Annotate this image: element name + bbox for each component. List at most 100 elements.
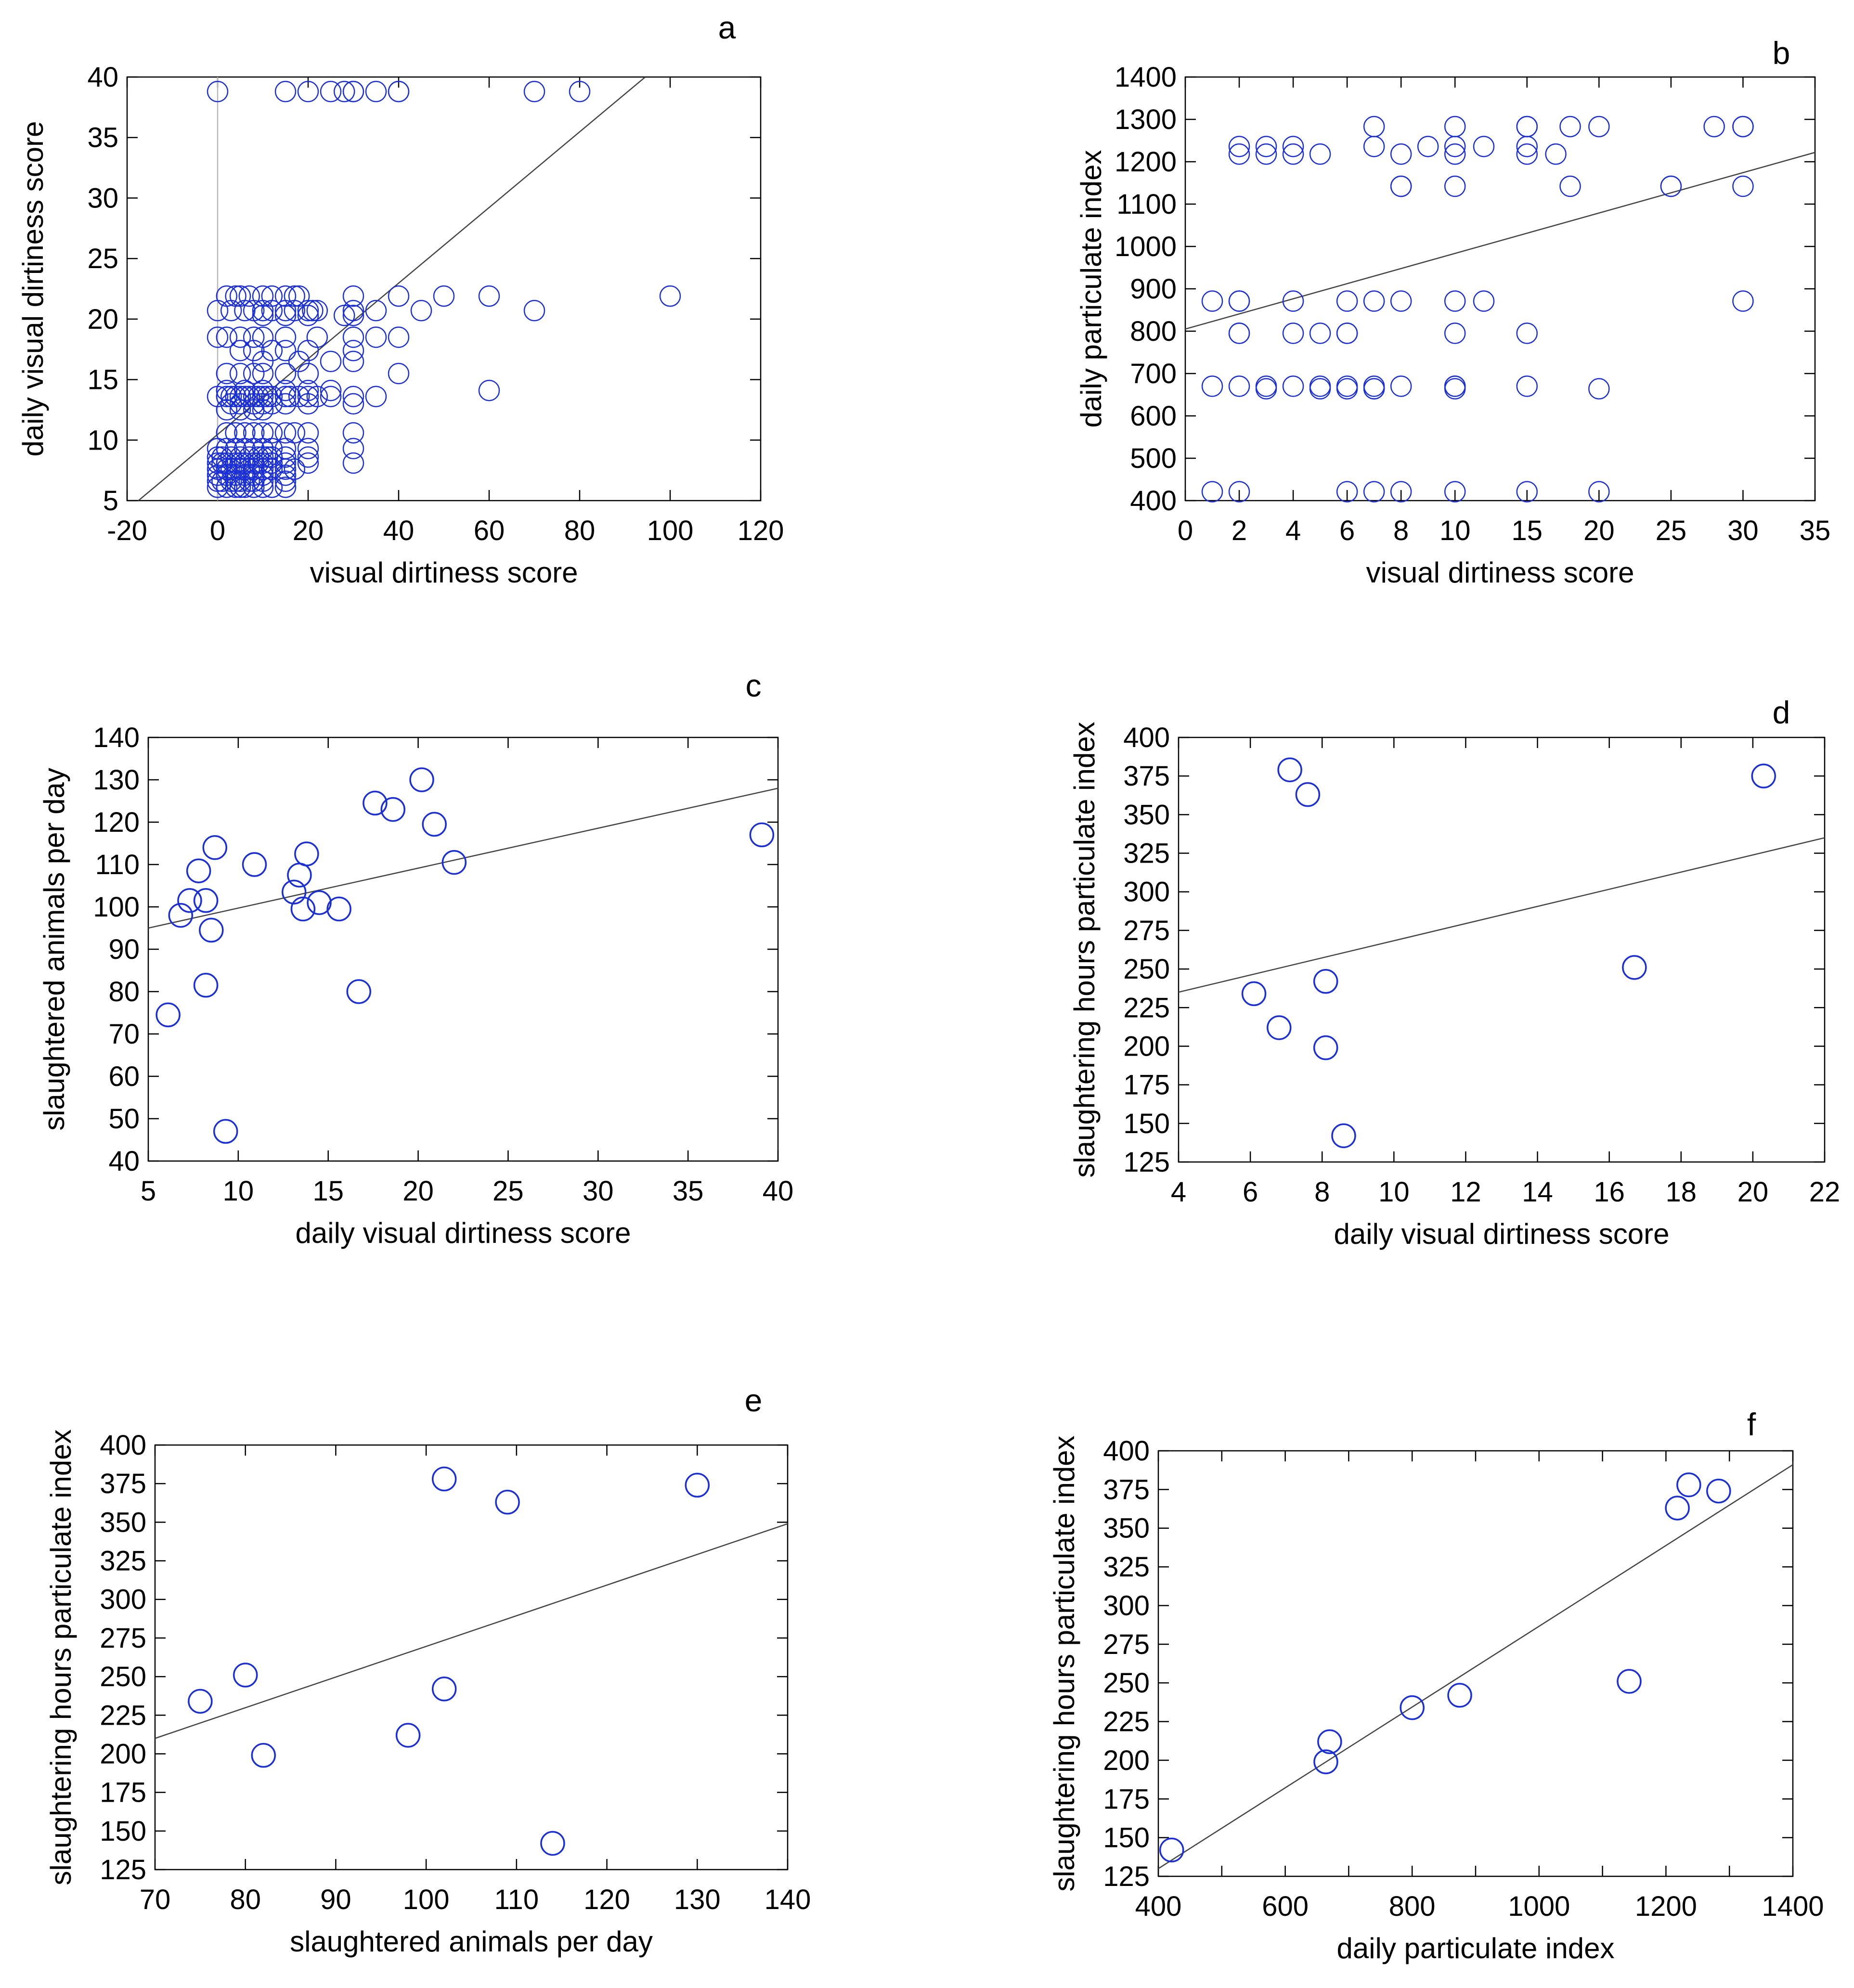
data-point xyxy=(365,386,387,408)
x-tick-label: 40 xyxy=(383,515,415,546)
panel-f: 400 600 800 1000 1200 1400 125 150 175 200 225 250 2… xyxy=(1048,1407,1824,1964)
data-point xyxy=(1751,763,1776,788)
data-point xyxy=(410,300,432,322)
data-point xyxy=(1516,323,1538,344)
data-point xyxy=(216,379,238,401)
y-tick-label: 150 xyxy=(100,1816,146,1847)
data-point xyxy=(1363,136,1385,157)
data-point xyxy=(1706,1478,1731,1504)
data-point xyxy=(251,1743,276,1768)
panel-label: d xyxy=(1773,695,1790,730)
data-point xyxy=(1295,782,1321,807)
y-tick-label: 800 xyxy=(1130,316,1177,347)
data-point xyxy=(229,470,251,492)
y-tick-label: 700 xyxy=(1130,358,1177,389)
panel-label: b xyxy=(1773,35,1790,71)
x-tick-label: 30 xyxy=(1727,515,1759,546)
y-tick-label: 325 xyxy=(100,1546,146,1577)
data-point xyxy=(388,326,410,348)
y-tick-label: 225 xyxy=(1103,1706,1150,1738)
y-axis-label: slaughtering hours particulate index xyxy=(1048,1435,1080,1891)
data-point xyxy=(1473,136,1495,157)
data-point xyxy=(1516,136,1538,157)
y-tick-label: 50 xyxy=(108,1103,140,1135)
data-point xyxy=(1282,375,1304,397)
data-point xyxy=(229,326,251,348)
x-tick-label: 30 xyxy=(583,1175,614,1207)
data-point xyxy=(207,300,229,322)
data-point xyxy=(1228,136,1250,157)
data-point xyxy=(495,1489,520,1515)
data-point xyxy=(1363,481,1385,503)
data-point xyxy=(1390,290,1412,312)
data-point xyxy=(380,797,406,822)
y-tick-label: 120 xyxy=(93,807,140,838)
y-tick-label: 350 xyxy=(100,1507,146,1538)
data-point xyxy=(1309,378,1331,400)
data-point xyxy=(365,80,387,103)
y-tick-label: 300 xyxy=(1103,1590,1150,1621)
data-point xyxy=(1516,143,1538,165)
x-tick-label: 40 xyxy=(763,1175,794,1207)
x-axis-label: visual dirtiness score xyxy=(310,556,578,589)
data-point xyxy=(333,305,355,326)
y-axis-label: daily particulate index xyxy=(1075,150,1107,427)
y-tick-label: 1400 xyxy=(1115,62,1177,93)
data-point xyxy=(1267,1015,1292,1040)
data-point xyxy=(1363,290,1385,312)
data-point xyxy=(342,326,364,348)
data-point xyxy=(297,446,319,468)
data-point xyxy=(1159,1837,1184,1863)
data-point xyxy=(274,305,297,326)
data-points xyxy=(1159,1472,1731,1863)
data-point xyxy=(1444,143,1466,165)
data-point xyxy=(297,300,319,322)
data-point xyxy=(274,446,297,468)
x-tick-label: 22 xyxy=(1809,1176,1841,1208)
panel-a: -20 0 20 40 60 80 100 120 5 10 15 20 25 30 35 40 visual … xyxy=(17,10,784,589)
data-point xyxy=(216,477,238,498)
data-point xyxy=(1201,481,1223,503)
data-point xyxy=(1313,968,1338,994)
data-point xyxy=(749,822,775,848)
plot-frame xyxy=(154,1444,789,1871)
x-tick-label: 120 xyxy=(738,515,784,546)
panel-label: a xyxy=(718,10,736,45)
data-point xyxy=(569,80,591,103)
data-point xyxy=(297,422,319,444)
data-point xyxy=(320,379,342,401)
y-tick-label: 350 xyxy=(1103,1513,1150,1544)
data-point xyxy=(290,896,316,922)
y-tick-label: 400 xyxy=(1123,722,1170,753)
data-point xyxy=(1665,1496,1690,1521)
regression-line xyxy=(148,787,778,929)
data-point xyxy=(1309,143,1331,165)
data-point xyxy=(242,852,267,877)
data-point xyxy=(1282,143,1304,165)
data-point xyxy=(243,477,265,498)
y-tick-label: 200 xyxy=(100,1738,146,1769)
y-tick-label: 225 xyxy=(100,1700,146,1731)
x-tick-label: 100 xyxy=(403,1884,450,1915)
data-point xyxy=(274,470,297,492)
data-point xyxy=(1282,136,1304,157)
data-point xyxy=(1282,323,1304,344)
data-point xyxy=(346,979,371,1004)
data-point xyxy=(365,326,387,348)
data-point xyxy=(247,386,269,408)
data-point xyxy=(297,452,319,474)
x-tick-label: 800 xyxy=(1389,1891,1436,1922)
y-tick-label: 25 xyxy=(87,243,118,274)
y-axis-label: slaughtering hours particulate index xyxy=(1068,722,1101,1177)
data-point xyxy=(281,879,307,904)
data-point xyxy=(297,393,319,415)
data-point xyxy=(1336,378,1358,400)
data-point xyxy=(207,326,229,348)
x-tick-label: 5 xyxy=(141,1175,156,1207)
y-tick-label: 1300 xyxy=(1115,104,1177,135)
y-axis-label: slaughtering hours particulate index xyxy=(45,1429,77,1885)
x-tick-label: 20 xyxy=(1737,1176,1769,1208)
x-tick-label: 6 xyxy=(1339,515,1355,546)
x-tick-label: 130 xyxy=(674,1884,721,1915)
data-point xyxy=(365,300,387,322)
